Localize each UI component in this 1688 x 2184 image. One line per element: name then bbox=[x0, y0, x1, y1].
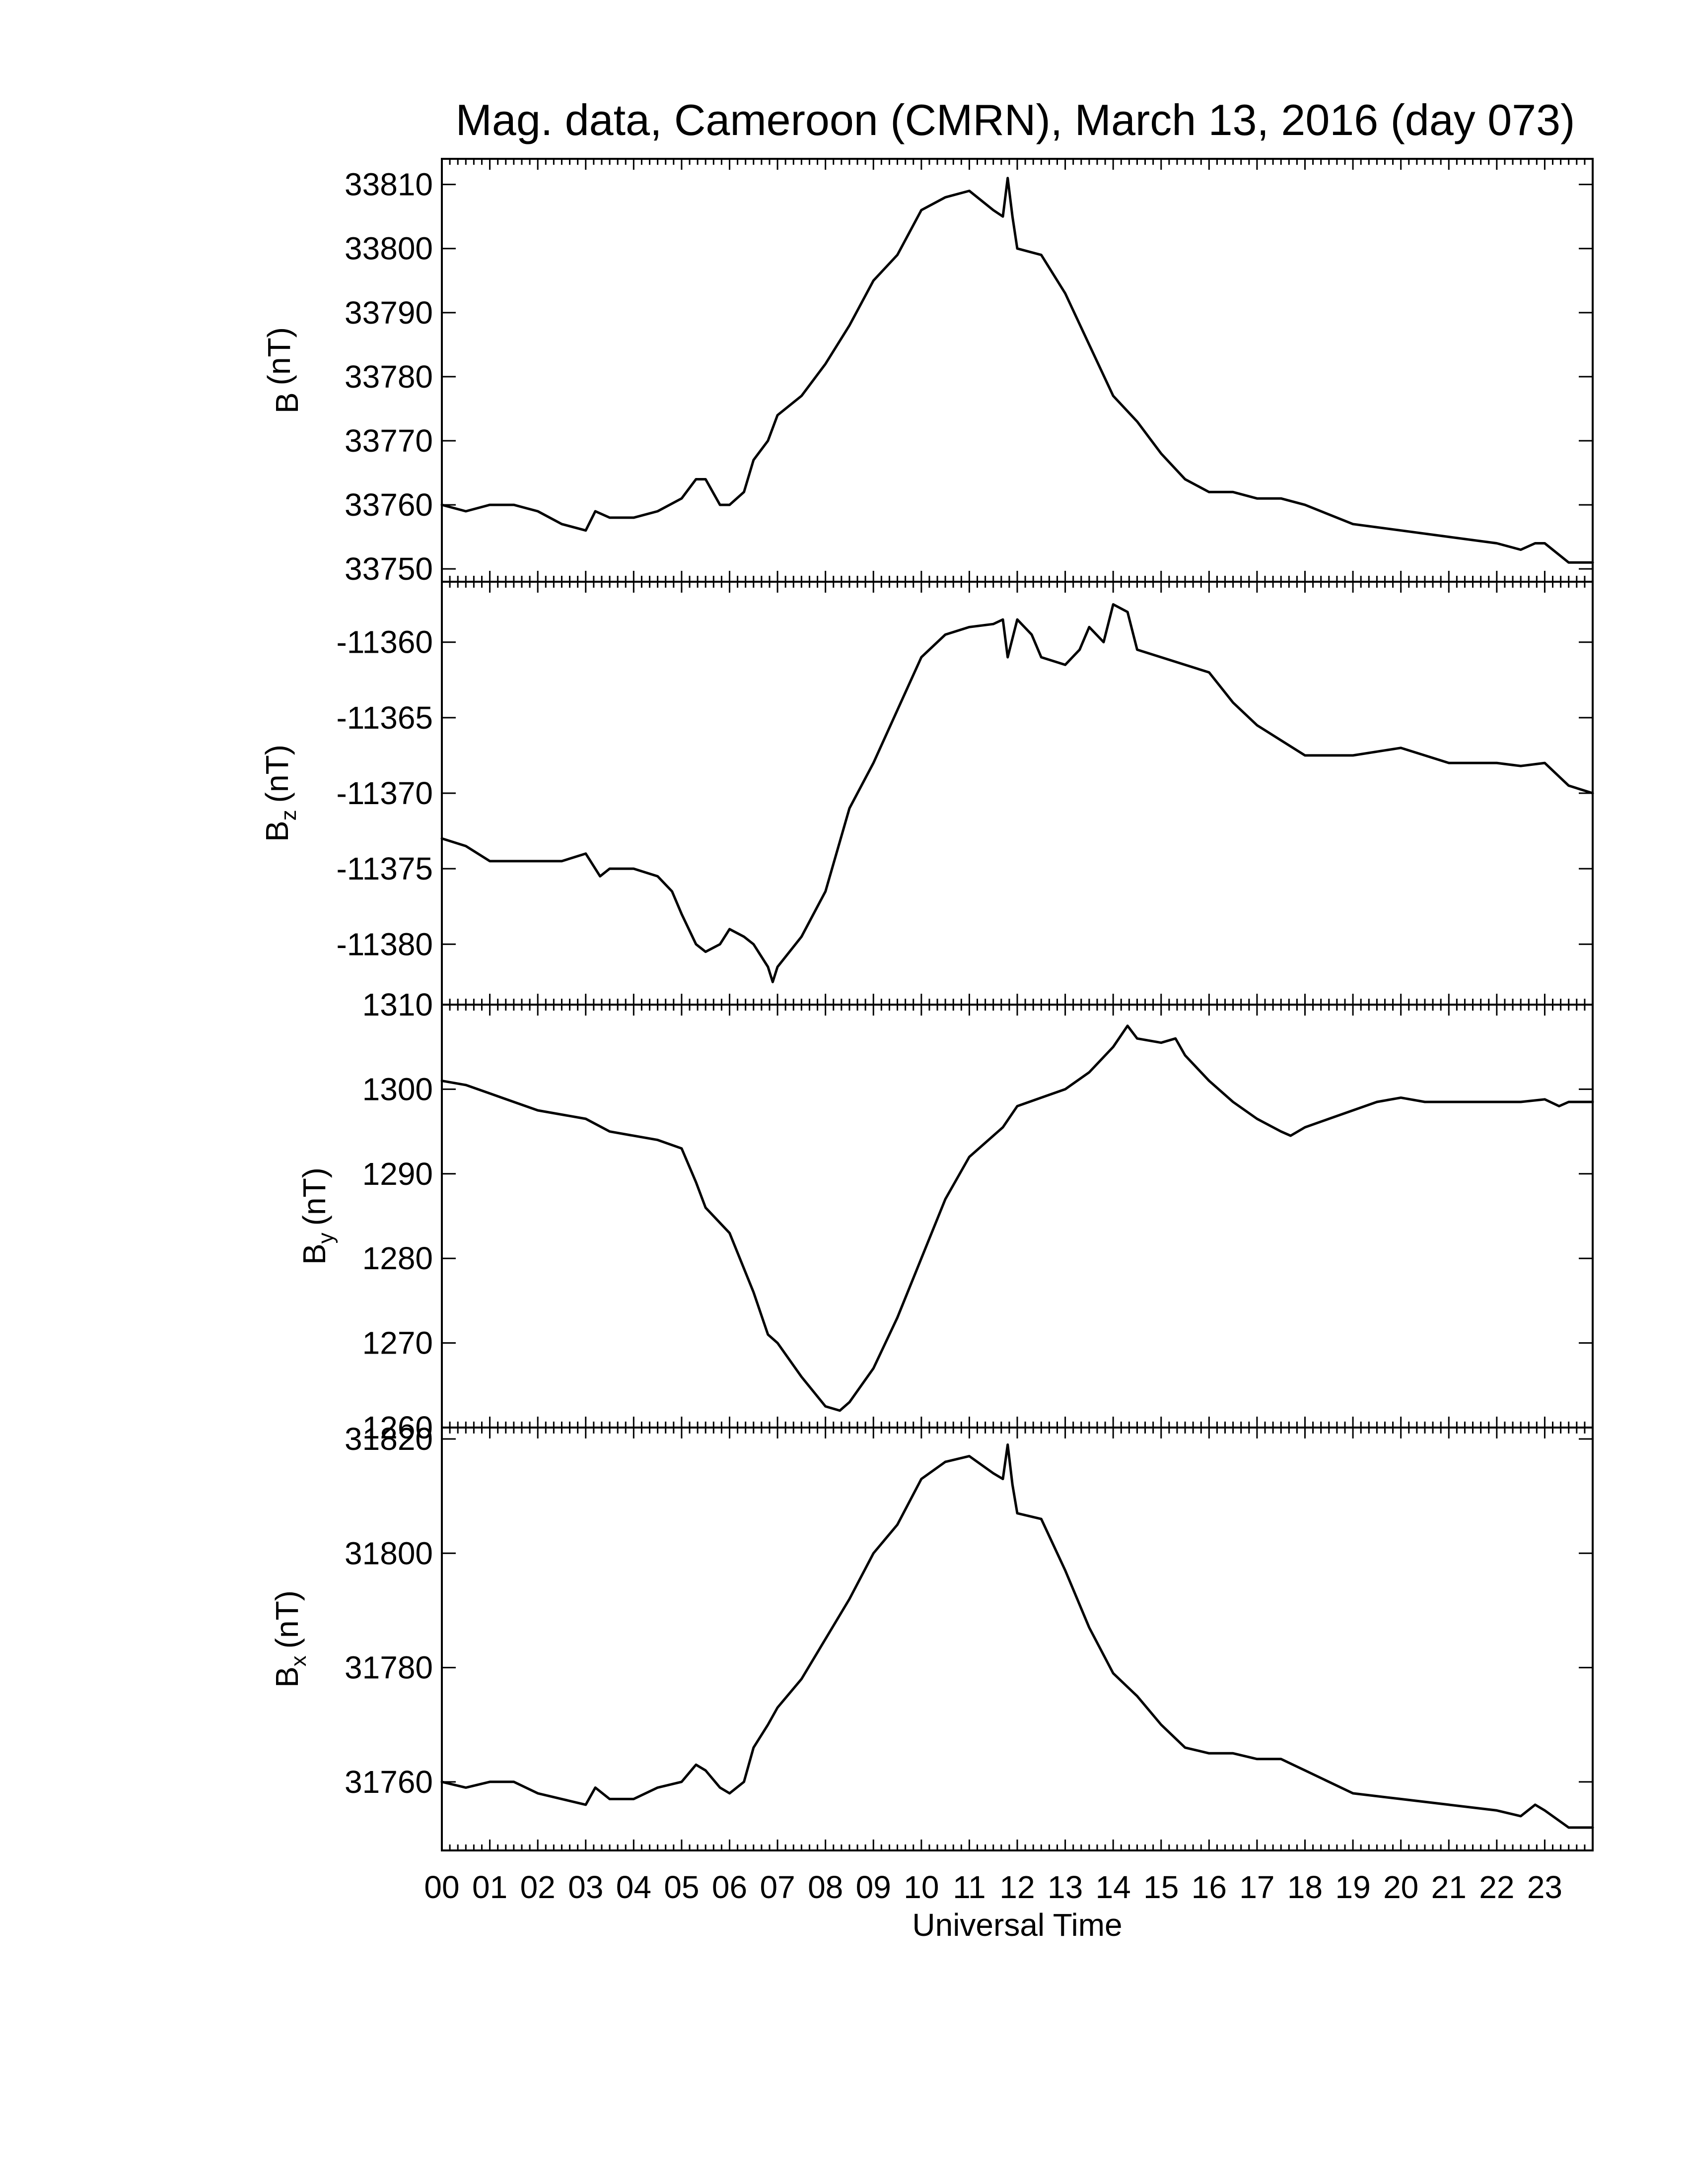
panel-bz-series-line bbox=[440, 603, 1594, 983]
panel-b-total-series-line bbox=[440, 177, 1594, 564]
x-tick-label: 13 bbox=[1048, 1869, 1083, 1905]
panel-b-total-y-tick-label: 33800 bbox=[345, 231, 433, 267]
panel-by-series-line bbox=[440, 1024, 1594, 1412]
panel-b-total-y-tick-label: 33760 bbox=[345, 487, 433, 523]
x-tick-label: 02 bbox=[520, 1869, 556, 1905]
x-tick-label: 06 bbox=[712, 1869, 747, 1905]
panel-bx: 31760 31780 31800 31820 Bx (nT) bbox=[269, 1421, 1594, 1851]
panel-by: 1260 1270 1280 1290 1300 1310 By (nT) bbox=[296, 987, 1594, 1445]
x-axis-label: Universal Time bbox=[912, 1907, 1122, 1943]
x-tick-label: 12 bbox=[999, 1869, 1035, 1905]
panel-bx-trace-layer bbox=[440, 1443, 1594, 1829]
panel-bz-y-axis-unit: (nT) bbox=[259, 745, 295, 803]
x-tick-label: 21 bbox=[1431, 1869, 1467, 1905]
panel-by-y-axis-label: By (nT) bbox=[296, 1167, 338, 1265]
panel-bx-y-tick-label: 31800 bbox=[345, 1535, 433, 1571]
panel-bz-frame bbox=[441, 581, 1594, 1006]
x-tick-label: 18 bbox=[1287, 1869, 1323, 1905]
x-tick-label: 20 bbox=[1383, 1869, 1418, 1905]
x-tick-label: 00 bbox=[424, 1869, 459, 1905]
panel-bx-frame bbox=[441, 1427, 1594, 1851]
x-tick-label: 04 bbox=[616, 1869, 651, 1905]
panel-bx-y-tick-label: 31760 bbox=[345, 1764, 433, 1800]
panel-bx-y-tick-label: 31820 bbox=[345, 1421, 433, 1457]
panel-bx-y-axis-main: B bbox=[269, 1666, 305, 1688]
panel-b-total-y-tick-labels: 33750 33760 33770 33780 33790 33800 33810 bbox=[345, 167, 433, 587]
panel-bz-y-tick-label: -11380 bbox=[336, 926, 433, 962]
panel-b-total-y-axis-unit: (nT) bbox=[261, 327, 297, 385]
panel-by-y-tick-label: 1300 bbox=[362, 1071, 433, 1107]
panel-bx-y-tick-label: 31780 bbox=[345, 1650, 433, 1686]
panel-bz-y-tick-labels: -11380 -11375 -11370 -11365 -11360 bbox=[336, 624, 433, 962]
x-tick-label: 16 bbox=[1192, 1869, 1227, 1905]
panel-bz-y-axis-main: B bbox=[259, 820, 295, 842]
x-tick-label: 11 bbox=[953, 1869, 985, 1905]
x-tick-label: 15 bbox=[1143, 1869, 1179, 1905]
panel-bz-y-axis-label: Bz (nT) bbox=[259, 745, 301, 842]
x-tick-label: 08 bbox=[808, 1869, 843, 1905]
x-tick-label: 23 bbox=[1527, 1869, 1562, 1905]
panel-bz: -11380 -11375 -11370 -11365 -11360 Bz (nT) bbox=[259, 581, 1594, 1006]
panel-by-y-tick-label: 1280 bbox=[362, 1240, 433, 1276]
panel-b-total-trace-layer bbox=[440, 177, 1594, 564]
panel-b-total-y-tick-label: 33810 bbox=[345, 167, 433, 203]
panel-bz-y-tick-label: -11360 bbox=[336, 624, 433, 660]
x-tick-label: 10 bbox=[904, 1869, 939, 1905]
x-tick-label: 01 bbox=[472, 1869, 507, 1905]
panel-bz-y-axis-sub: z bbox=[277, 810, 301, 820]
x-tick-label: 05 bbox=[664, 1869, 699, 1905]
panel-by-y-tick-labels: 1260 1270 1280 1290 1300 1310 bbox=[362, 987, 433, 1445]
x-tick-label: 09 bbox=[856, 1869, 891, 1905]
panel-by-y-axis-main: B bbox=[296, 1243, 332, 1265]
x-tick-label: 22 bbox=[1479, 1869, 1514, 1905]
panel-b-total-y-axis-main: B bbox=[269, 392, 305, 413]
panel-by-y-tick-label: 1260 bbox=[362, 1410, 433, 1445]
panel-by-y-tick-label: 1290 bbox=[362, 1156, 433, 1192]
panel-by-tick-layer bbox=[441, 1004, 1594, 1429]
panel-by-frame bbox=[441, 1004, 1594, 1429]
panel-bz-trace-layer bbox=[440, 603, 1594, 983]
panel-bx-tick-layer bbox=[441, 1428, 1594, 1850]
panel-b-total: 33750 33760 33770 33780 33790 33800 33810 B (nT… bbox=[261, 158, 1594, 587]
panel-by-y-tick-label: 1310 bbox=[362, 987, 433, 1023]
panel-b-total-y-tick-label: 33790 bbox=[345, 295, 433, 331]
x-tick-label: 07 bbox=[760, 1869, 795, 1905]
panel-by-y-tick-label: 1270 bbox=[362, 1325, 433, 1361]
panel-by-trace-layer bbox=[440, 1024, 1594, 1412]
panel-b-total-y-axis-label: B (nT) bbox=[261, 327, 305, 413]
panel-b-total-y-tick-label: 33750 bbox=[345, 551, 433, 587]
panel-bz-y-tick-label: -11370 bbox=[336, 775, 433, 811]
panel-b-total-y-tick-label: 33780 bbox=[345, 359, 433, 395]
panel-bz-y-tick-label: -11365 bbox=[336, 700, 433, 736]
x-tick-label: 17 bbox=[1239, 1869, 1274, 1905]
panel-bx-y-axis-label: Bx (nT) bbox=[269, 1590, 311, 1688]
panel-bx-series-line bbox=[440, 1443, 1594, 1829]
panel-by-y-axis-unit: (nT) bbox=[296, 1167, 332, 1226]
panel-bx-y-axis-sub: x bbox=[286, 1655, 311, 1666]
x-axis-tick-labels: 00 01 02 03 04 05 06 07 08 09 10 11 12 13 14 15 16 17 18 19… bbox=[424, 1869, 1562, 1905]
panel-b-total-y-tick-label: 33770 bbox=[345, 423, 433, 459]
panel-bx-y-axis-unit: (nT) bbox=[269, 1590, 305, 1648]
panel-by-y-axis-sub: y bbox=[314, 1232, 338, 1243]
chart-title: Mag. data, Cameroon (CMRN), March 13, 20… bbox=[456, 95, 1575, 144]
panel-bx-y-tick-labels: 31760 31780 31800 31820 bbox=[345, 1421, 433, 1800]
x-tick-label: 14 bbox=[1096, 1869, 1131, 1905]
x-tick-label: 19 bbox=[1335, 1869, 1370, 1905]
panel-bz-y-tick-label: -11375 bbox=[336, 851, 433, 887]
x-tick-label: 03 bbox=[568, 1869, 603, 1905]
panel-bz-tick-layer bbox=[441, 582, 1594, 1005]
